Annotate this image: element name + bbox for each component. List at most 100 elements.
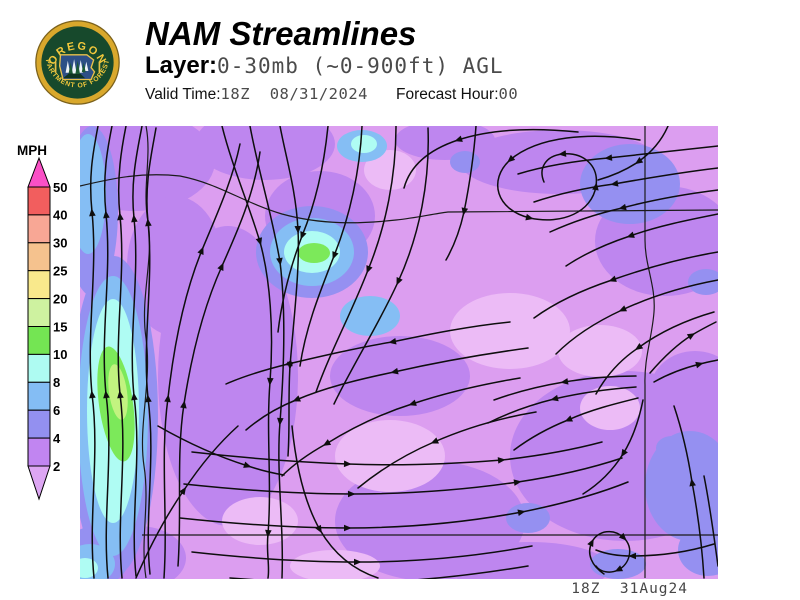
- wind-speed-region: [195, 126, 335, 180]
- streamline: [145, 127, 157, 575]
- streamline: [157, 425, 285, 476]
- legend-band: [27, 409, 51, 439]
- legend-band: [27, 214, 51, 244]
- wind-speed-region: [330, 336, 470, 416]
- legend-band: [27, 326, 51, 355]
- wind-speed-region: [558, 325, 642, 377]
- legend-band: [27, 437, 51, 467]
- streamline: [183, 457, 623, 498]
- layer-label: Layer:: [145, 52, 218, 79]
- legend-band: [27, 186, 51, 216]
- state-boundary: [644, 126, 655, 578]
- wind-speed-region: [335, 420, 445, 492]
- legend-tick-label: 15: [53, 319, 67, 334]
- wind-speed-region: [298, 243, 330, 263]
- wind-speed-region: [645, 431, 718, 541]
- wind-speed-region: [351, 135, 377, 153]
- legend-tick-label: 10: [53, 347, 67, 362]
- streamline: [333, 127, 429, 405]
- legend-band: [27, 353, 51, 383]
- seal-ornament-bars: [54, 61, 101, 73]
- wind-speed-region: [580, 144, 680, 224]
- streamline-map: [80, 126, 718, 579]
- streamline: [513, 397, 639, 451]
- wind-speed-region: [650, 351, 718, 431]
- streamline: [225, 321, 511, 385]
- streamline: [191, 441, 603, 468]
- wind-speed-region: [290, 550, 380, 579]
- legend-band: [27, 242, 51, 272]
- wind-speed-region: [450, 293, 570, 369]
- streamline: [357, 411, 537, 489]
- streamline: [299, 126, 363, 367]
- wind-speed-region: [450, 542, 610, 579]
- state-boundary: [80, 174, 718, 224]
- layer-line: Layer:0-30mb (~0-900ft) AGL: [145, 52, 518, 80]
- wind-speed-region: [688, 269, 718, 295]
- valid-time-label: Valid Time:: [145, 86, 221, 103]
- streamline: [277, 126, 329, 333]
- streamline: [281, 377, 521, 477]
- streamline: [249, 126, 285, 579]
- streamline: [549, 189, 718, 233]
- streamline: [597, 126, 669, 181]
- streamline: [565, 213, 718, 267]
- legend-tick-label: 50: [53, 180, 67, 195]
- page-title: NAM Streamlines: [145, 15, 417, 52]
- streamline: [703, 475, 718, 567]
- legend-band: [27, 270, 51, 300]
- legend-tick-label: 40: [53, 208, 67, 223]
- legend-band: [27, 298, 51, 328]
- legend-band: [27, 381, 51, 411]
- streamline: [245, 347, 529, 431]
- streamline: [177, 151, 261, 567]
- streamline: [403, 128, 579, 189]
- legend-tick-label: 4: [53, 431, 61, 446]
- forecast-hour-value: 00: [498, 85, 519, 103]
- streamline: [135, 425, 239, 579]
- legend-tick-label: 8: [53, 375, 60, 390]
- streamline: [555, 279, 718, 355]
- legend-units-label: MPH: [17, 143, 47, 158]
- legend-tick-label: 2: [53, 459, 60, 474]
- odf-seal-logo: OREGON DEPARTMENT OF FORESTRY: [35, 20, 120, 105]
- streamline: [103, 126, 113, 579]
- wind-speed-legend: MPH 50 40 30 25 20 15 10 8 6 4 2: [17, 143, 67, 501]
- streamline: [582, 399, 644, 495]
- legend-tick-label: 6: [53, 403, 60, 418]
- wind-speed-region: [340, 296, 400, 336]
- streamline: [291, 425, 379, 579]
- streamline: [673, 405, 705, 579]
- wind-speed-region: [80, 134, 106, 254]
- valid-time-line: Valid Time:18Z 08/31/2024 Forecast Hour:0…: [145, 85, 518, 104]
- wind-speed-region: [450, 151, 480, 173]
- map-timestamp: 18Z 31Aug24: [571, 581, 688, 597]
- wind-speed-region: [364, 150, 416, 190]
- legend-tick-label: 30: [53, 236, 67, 251]
- streamline: [496, 135, 641, 221]
- wind-speed-region: [395, 126, 495, 160]
- tree-icons-dark: [68, 60, 86, 74]
- legend-tick-label: 20: [53, 291, 67, 306]
- streamline: [587, 530, 631, 575]
- streamline: [117, 126, 127, 579]
- wind-speed-region: [590, 549, 646, 579]
- streamline: [517, 145, 718, 175]
- streamline: [191, 545, 533, 566]
- streamline: [179, 481, 629, 532]
- streamline: [533, 167, 718, 203]
- streamline: [131, 126, 143, 577]
- streamline: [279, 126, 302, 457]
- valid-time-value: 18Z 08/31/2024: [220, 85, 369, 103]
- streamline: [89, 126, 99, 579]
- forecast-hour-label: Forecast Hour:: [396, 86, 499, 103]
- tree-icons: [65, 59, 89, 74]
- streamline: [221, 126, 274, 579]
- wind-speed-region: [580, 386, 640, 430]
- streamline: [649, 321, 717, 374]
- streamline: [533, 251, 718, 319]
- streamline: [163, 143, 241, 579]
- wind-speed-region: [222, 497, 298, 545]
- title-block: NAM Streamlines Layer:0-30mb (~0-900ft) …: [145, 17, 518, 104]
